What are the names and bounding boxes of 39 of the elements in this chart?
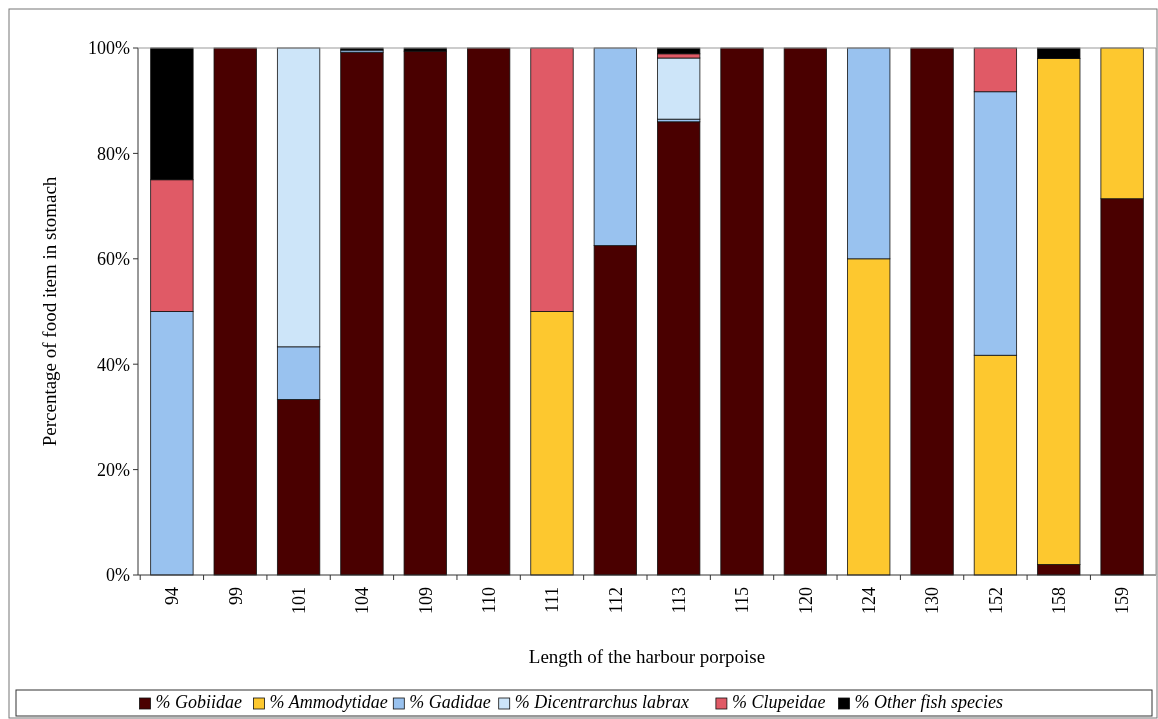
x-tick-label: 94 (162, 587, 183, 605)
bar (783, 47, 827, 576)
x-tick-label: 124 (859, 587, 880, 614)
x-tick-label: 111 (542, 587, 563, 613)
y-tick-label: 20% (97, 459, 130, 480)
x-tick-label: 112 (605, 587, 626, 614)
bar (213, 47, 257, 576)
legend-label: % Gadidae (409, 692, 491, 712)
x-tick-label: 101 (288, 587, 309, 614)
x-tick-label: 120 (795, 587, 816, 614)
x-tick-label: 110 (478, 587, 499, 614)
x-tick-label: 158 (1049, 587, 1070, 614)
x-tick-label: 159 (1112, 587, 1133, 614)
legend-label: % Dicentrarchus labrax (514, 692, 690, 712)
x-tick-label: 115 (732, 587, 753, 614)
bar (403, 50, 447, 576)
x-tick-label: 113 (668, 587, 689, 614)
bar (657, 121, 701, 576)
y-tick-label: 0% (106, 565, 130, 586)
x-tick-label: 130 (922, 587, 943, 614)
bar (910, 47, 954, 576)
bar (467, 47, 511, 576)
legend-label: % Ammodytidae (269, 692, 388, 712)
x-tick-label: 152 (985, 587, 1006, 614)
legend-label: % Other fish species (854, 692, 1003, 712)
x-tick-label: 99 (225, 587, 246, 605)
y-tick-label: 100% (88, 38, 130, 59)
x-tick-label: 109 (415, 587, 436, 614)
bar (657, 57, 701, 120)
bar (720, 47, 764, 576)
y-tick-label: 80% (97, 143, 130, 164)
x-tick-label: 104 (352, 587, 373, 614)
y-tick-label: 40% (97, 354, 130, 375)
legend-label: % Gobiidae (155, 692, 242, 712)
x-axis-title: Length of the harbour porpoise (528, 646, 766, 667)
y-tick-label: 60% (97, 249, 130, 270)
legend-label: % Clupeidae (731, 692, 826, 712)
y-axis-title: Percentage of food item in stomach (39, 176, 60, 447)
bar (340, 51, 384, 576)
